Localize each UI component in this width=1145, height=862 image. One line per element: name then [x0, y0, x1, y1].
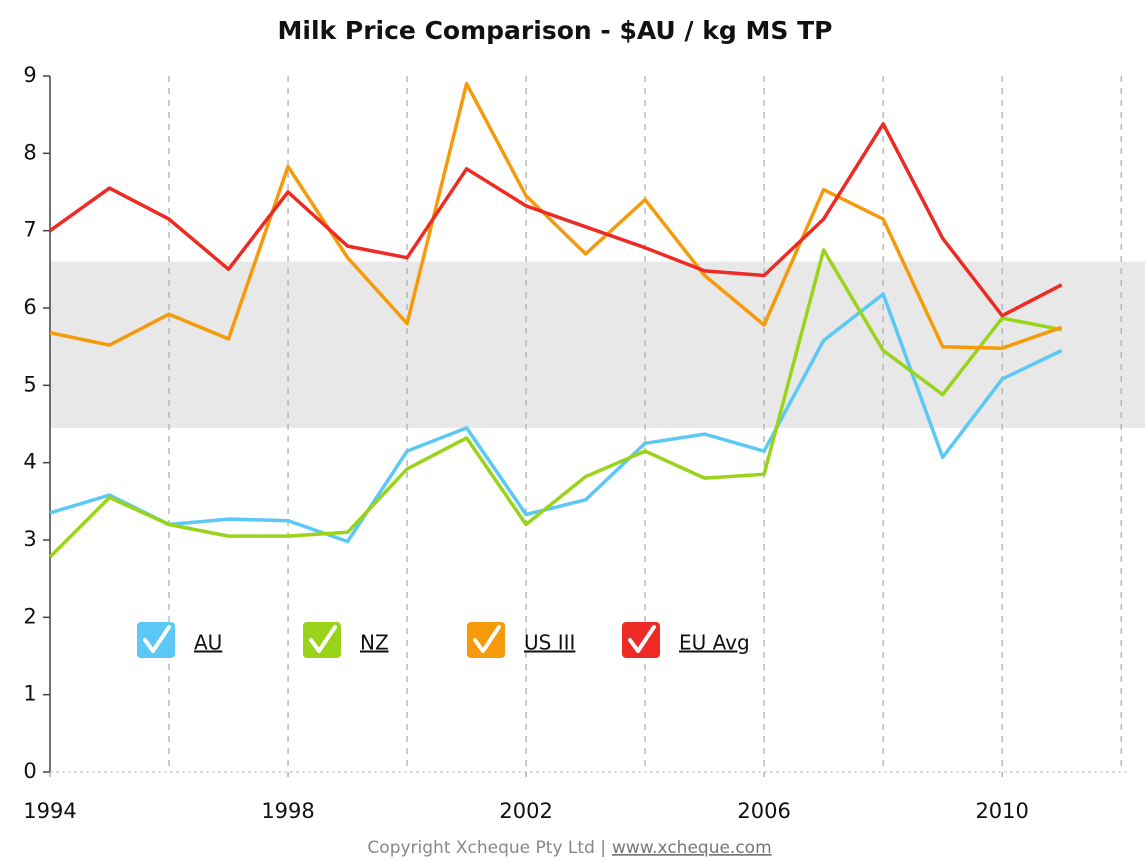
x-tick-label: 2002	[499, 799, 552, 823]
x-tick-label: 2006	[737, 799, 790, 823]
y-tick-label: 2	[23, 604, 36, 628]
legend-item[interactable]: US III	[467, 622, 575, 658]
legend-item[interactable]: NZ	[303, 622, 389, 658]
y-tick-label: 6	[23, 295, 36, 319]
y-tick-label: 4	[23, 450, 36, 474]
y-tick-label: 5	[23, 372, 36, 396]
y-tick-label: 3	[23, 527, 36, 551]
legend-label[interactable]: EU Avg	[679, 631, 750, 655]
y-tick-label: 9	[23, 63, 36, 87]
chart: Milk Price Comparison - $AU / kg MS TP 0…	[0, 0, 1145, 862]
legend-label[interactable]: US III	[524, 631, 575, 655]
chart-title: Milk Price Comparison - $AU / kg MS TP	[278, 16, 833, 45]
y-tick-label: 1	[23, 682, 36, 706]
legend-item[interactable]: AU	[137, 622, 222, 658]
legend-label[interactable]: NZ	[360, 631, 389, 655]
y-tick-label: 0	[23, 759, 36, 783]
copyright: Copyright Xcheque Pty Ltd |	[367, 838, 606, 858]
x-tick-label: 1998	[261, 799, 314, 823]
y-tick-label: 7	[23, 218, 36, 242]
legend-item[interactable]: EU Avg	[622, 622, 750, 658]
legend-label[interactable]: AU	[194, 631, 222, 655]
y-tick-label: 8	[23, 140, 36, 164]
x-tick-label: 1994	[23, 799, 76, 823]
x-tick-label: 2010	[975, 799, 1028, 823]
website-link[interactable]: www.xcheque.com	[612, 838, 772, 858]
